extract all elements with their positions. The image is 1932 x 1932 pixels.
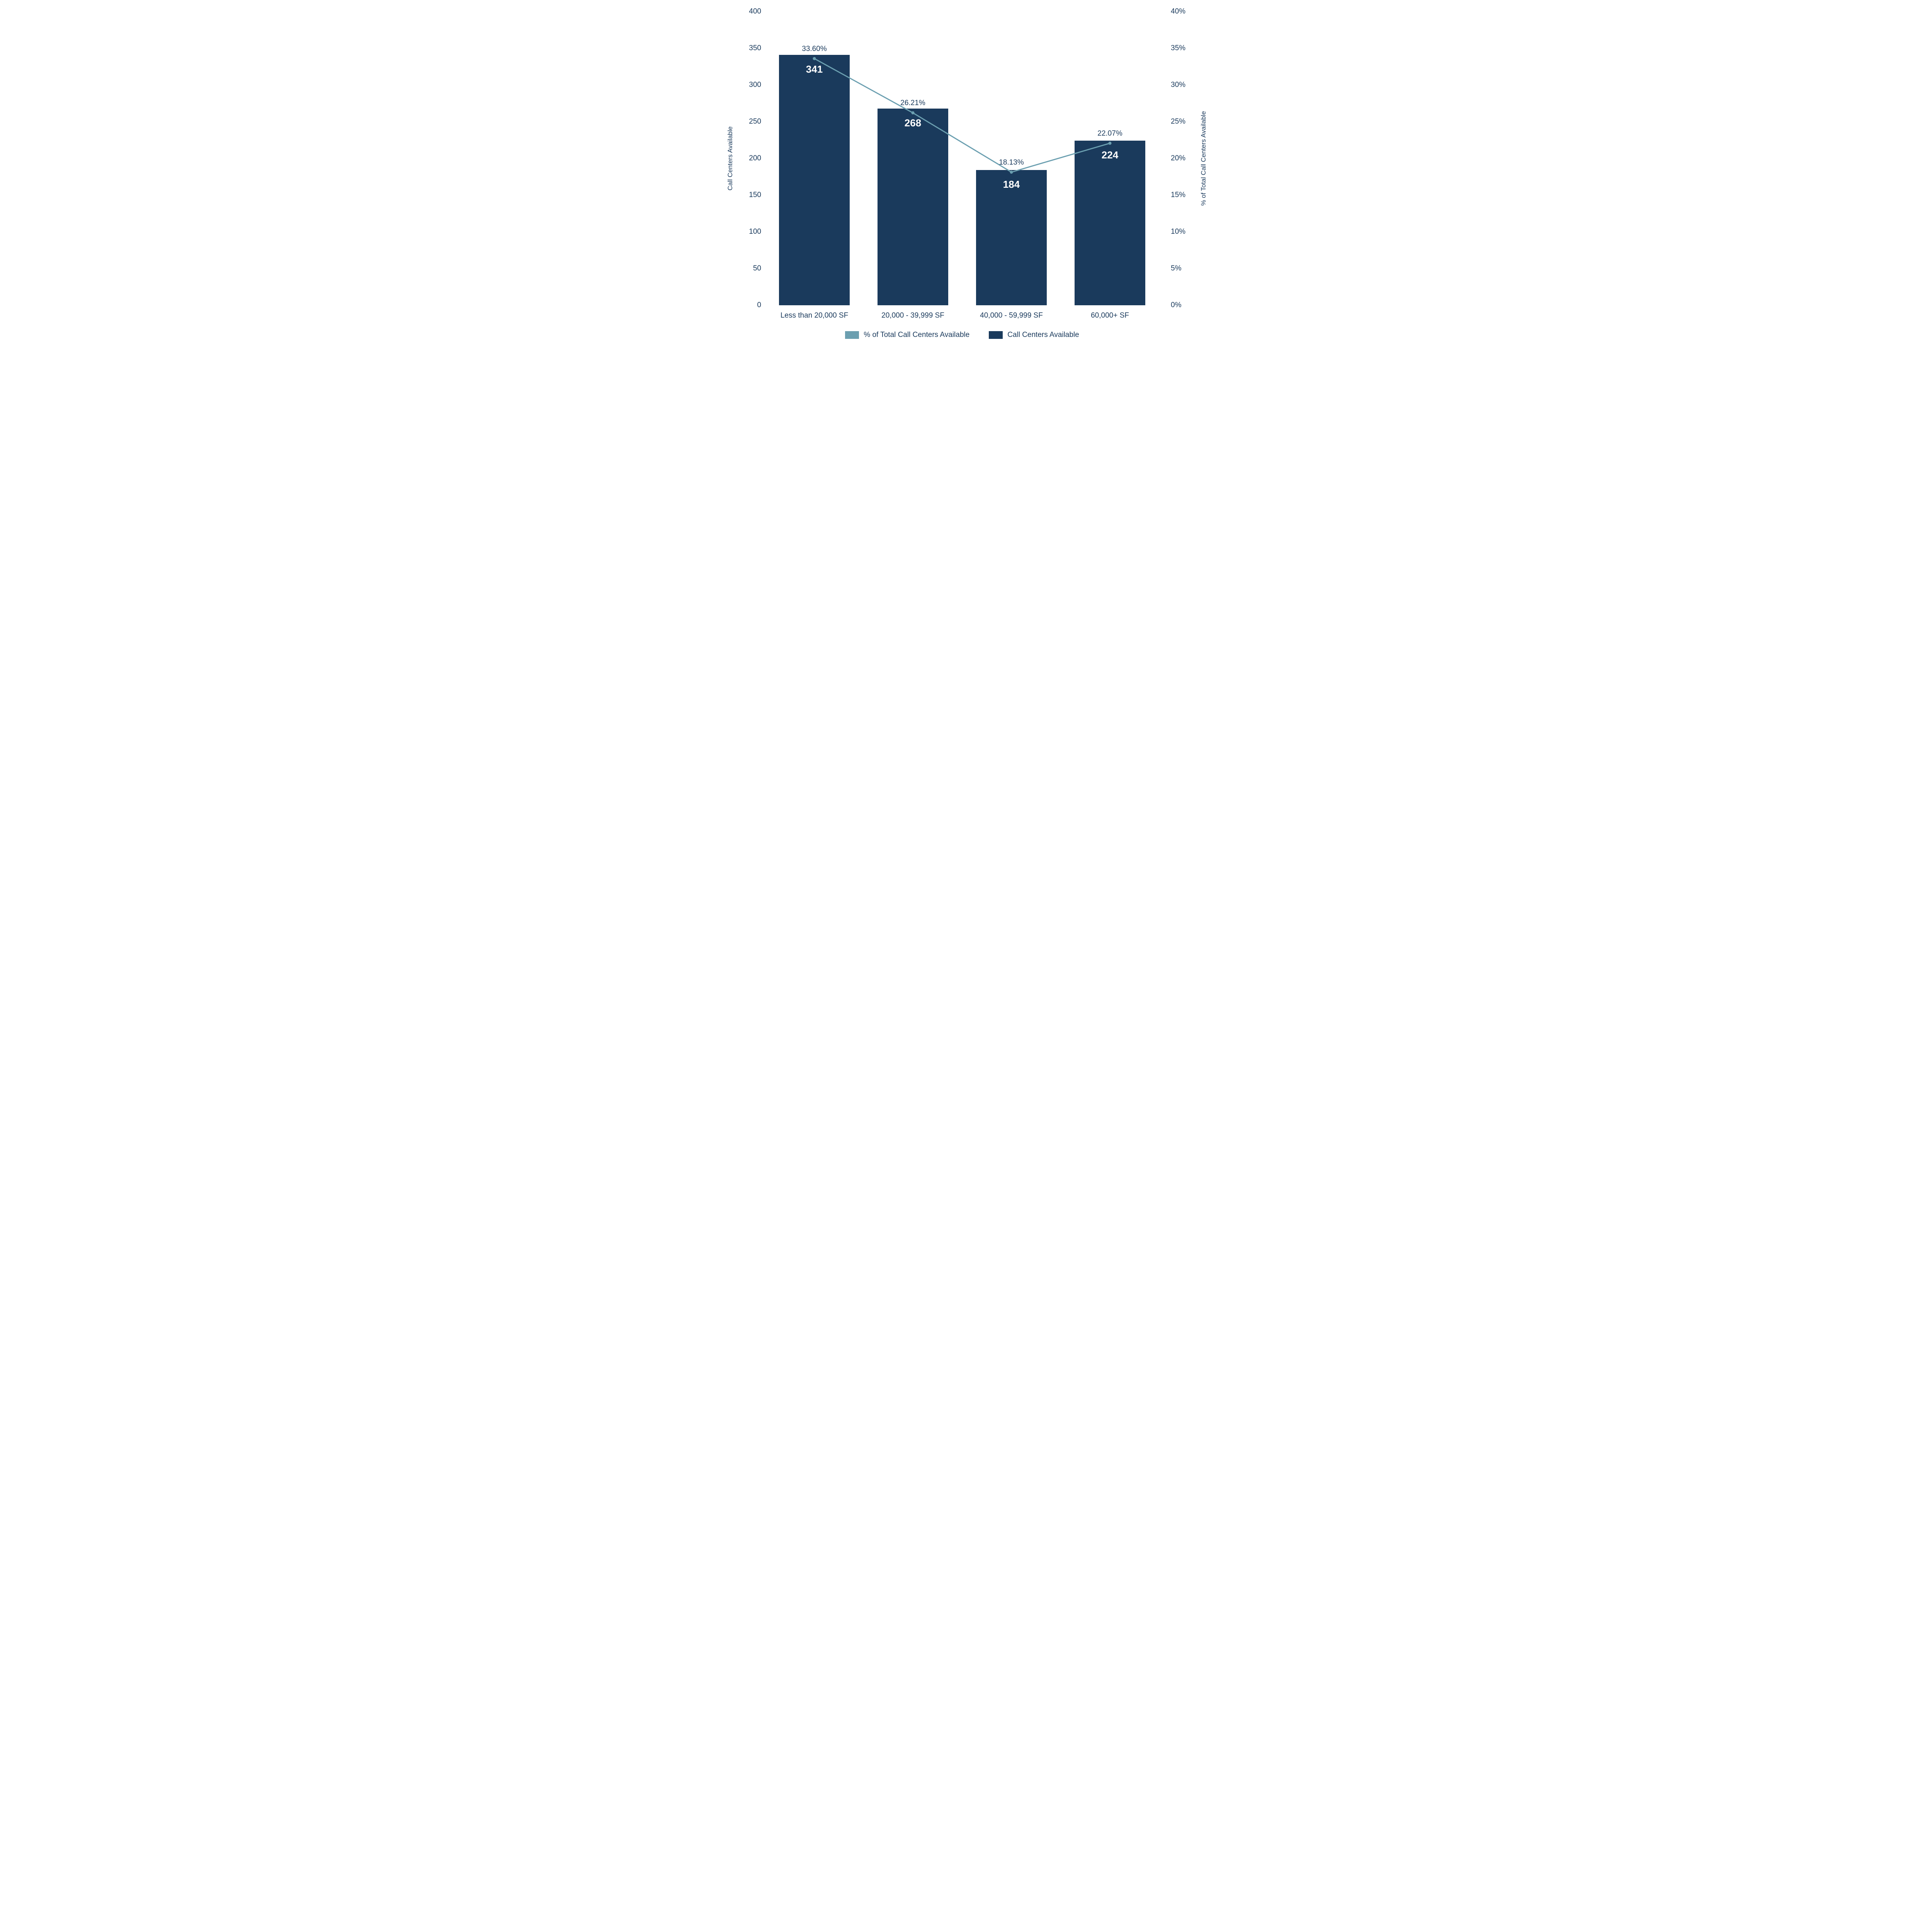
legend-label: Call Centers Available	[1007, 331, 1079, 339]
legend-item-pct: % of Total Call Centers Available	[845, 331, 969, 339]
x-tick-label: 20,000 - 39,999 SF	[881, 311, 944, 320]
y-right-tick: 5%	[1171, 264, 1190, 273]
y-right-tick: 35%	[1171, 44, 1190, 53]
y-left-tick: 250	[742, 117, 761, 126]
bar-value-label: 268	[905, 117, 921, 129]
y-left-tick: 150	[742, 191, 761, 199]
y-left-tick: 300	[742, 81, 761, 89]
y-right-axis-ticks: 0%5%10%15%20%25%30%35%40%	[1171, 12, 1190, 305]
y-left-tick: 400	[742, 7, 761, 16]
x-tick-label: Less than 20,000 SF	[781, 311, 848, 320]
y-right-tick: 10%	[1171, 228, 1190, 236]
plot-area: 341 268 184 224 33.60% 26.21% 18.13% 22.07%	[765, 12, 1159, 305]
legend-swatch-icon	[845, 331, 859, 339]
bar: 224	[1075, 141, 1146, 305]
y-left-tick: 50	[742, 264, 761, 273]
legend: % of Total Call Centers Available Call C…	[765, 331, 1159, 339]
y-left-axis-label: Call Centers Available	[726, 126, 734, 190]
y-right-axis-label: % of Total Call Centers Available	[1200, 111, 1208, 206]
legend-label: % of Total Call Centers Available	[864, 331, 969, 339]
legend-item-bars: Call Centers Available	[989, 331, 1079, 339]
y-right-tick: 0%	[1171, 301, 1190, 310]
bar-value-label: 184	[1003, 179, 1020, 190]
y-right-tick: 20%	[1171, 154, 1190, 163]
legend-swatch-icon	[989, 331, 1003, 339]
y-right-tick: 30%	[1171, 81, 1190, 89]
x-axis-labels: Less than 20,000 SF 20,000 - 39,999 SF 40,…	[765, 311, 1159, 323]
y-left-axis-ticks: 050100150200250300350400	[742, 12, 761, 305]
bars-layer: 341 268 184 224	[765, 12, 1159, 305]
pct-label: 22.07%	[1097, 129, 1122, 138]
y-left-tick: 200	[742, 154, 761, 163]
bar-value-label: 341	[806, 63, 823, 75]
pct-label: 26.21%	[900, 99, 925, 107]
y-left-tick: 350	[742, 44, 761, 53]
bar: 268	[878, 109, 949, 305]
y-right-tick: 15%	[1171, 191, 1190, 199]
x-tick-label: 40,000 - 59,999 SF	[980, 311, 1043, 320]
bar: 184	[976, 170, 1047, 305]
pct-label: 33.60%	[802, 45, 827, 53]
y-left-tick: 0	[742, 301, 761, 310]
bar: 341	[779, 55, 850, 305]
x-tick-label: 60,000+ SF	[1091, 311, 1129, 320]
y-right-tick: 40%	[1171, 7, 1190, 16]
bar-value-label: 224	[1102, 149, 1118, 161]
call-centers-chart: 0 50 100 150 200 250 300 350 400 0% 5% 10% 15% 20% 25…	[719, 0, 1213, 371]
y-right-tick: 25%	[1171, 117, 1190, 126]
pct-label: 18.13%	[999, 158, 1024, 167]
y-left-tick: 100	[742, 228, 761, 236]
